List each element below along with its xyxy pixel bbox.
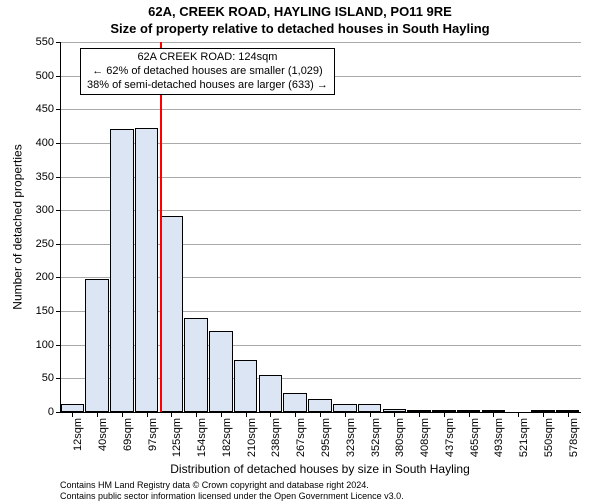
histogram-bar	[358, 404, 382, 412]
histogram-bar	[259, 375, 283, 412]
y-tick-label: 100	[36, 339, 60, 351]
x-tick-mark	[246, 412, 247, 417]
histogram-bar	[333, 404, 357, 412]
x-tick-mark	[270, 412, 271, 417]
y-axis-label: Number of detached properties	[11, 144, 25, 309]
y-tick-label: 50	[42, 372, 60, 384]
annotation-box: 62A CREEK ROAD: 124sqm← 62% of detached …	[80, 48, 335, 95]
x-tick-label: 352sqm	[370, 418, 382, 457]
x-tick-mark	[543, 412, 544, 417]
x-tick-mark	[97, 412, 98, 417]
y-tick-label: 200	[36, 271, 60, 283]
x-tick-label: 125sqm	[171, 418, 183, 457]
x-tick-label: 493sqm	[493, 418, 505, 457]
x-tick-label: 69sqm	[122, 418, 134, 451]
annotation-line: ← 62% of detached houses are smaller (1,…	[87, 65, 328, 79]
gridline	[61, 109, 581, 110]
x-tick-mark	[171, 412, 172, 417]
x-tick-mark	[469, 412, 470, 417]
x-tick-label: 154sqm	[196, 418, 208, 457]
histogram-bar	[85, 279, 109, 412]
x-tick-mark	[147, 412, 148, 417]
x-tick-mark	[493, 412, 494, 417]
chart-title-line1: 62A, CREEK ROAD, HAYLING ISLAND, PO11 9R…	[0, 4, 600, 20]
annotation-line: 38% of semi-detached houses are larger (…	[87, 79, 328, 93]
x-tick-mark	[394, 412, 395, 417]
histogram-bar	[135, 128, 159, 412]
y-tick-label: 250	[36, 238, 60, 250]
footer-line1: Contains HM Land Registry data © Crown c…	[60, 480, 580, 491]
histogram-bar	[308, 399, 332, 412]
x-tick-mark	[295, 412, 296, 417]
y-tick-label: 0	[48, 406, 60, 418]
x-tick-label: 238sqm	[270, 418, 282, 457]
x-tick-mark	[221, 412, 222, 417]
histogram-bar	[160, 216, 184, 412]
gridline	[61, 42, 581, 43]
y-tick-label: 450	[36, 103, 60, 115]
x-tick-label: 521sqm	[518, 418, 530, 457]
x-tick-mark	[345, 412, 346, 417]
chart-container: 62A, CREEK ROAD, HAYLING ISLAND, PO11 9R…	[0, 0, 600, 500]
y-tick-label: 550	[36, 36, 60, 48]
histogram-bar	[110, 129, 134, 412]
y-tick-label: 400	[36, 137, 60, 149]
x-tick-label: 323sqm	[345, 418, 357, 457]
chart-title-line2: Size of property relative to detached ho…	[0, 21, 600, 37]
histogram-bar	[234, 360, 258, 412]
plot-area: 05010015020025030035040045050055012sqm40…	[60, 42, 580, 412]
x-tick-mark	[518, 412, 519, 417]
y-tick-label: 300	[36, 204, 60, 216]
x-tick-mark	[419, 412, 420, 417]
x-tick-mark	[122, 412, 123, 417]
x-tick-label: 40sqm	[97, 418, 109, 451]
x-axis-label: Distribution of detached houses by size …	[60, 462, 580, 476]
x-tick-label: 578sqm	[568, 418, 580, 457]
histogram-bar	[209, 331, 233, 412]
x-tick-mark	[568, 412, 569, 417]
annotation-line: 62A CREEK ROAD: 124sqm	[87, 51, 328, 65]
x-tick-label: 380sqm	[394, 418, 406, 457]
x-tick-label: 210sqm	[246, 418, 258, 457]
histogram-bar	[283, 393, 307, 412]
x-tick-label: 408sqm	[419, 418, 431, 457]
x-tick-label: 465sqm	[469, 418, 481, 457]
y-axis-label-wrap: Number of detached properties	[10, 42, 26, 412]
x-tick-mark	[320, 412, 321, 417]
histogram-bar	[61, 404, 85, 412]
x-tick-label: 97sqm	[147, 418, 159, 451]
x-tick-mark	[370, 412, 371, 417]
y-tick-label: 350	[36, 171, 60, 183]
x-tick-label: 437sqm	[444, 418, 456, 457]
histogram-bar	[184, 318, 208, 412]
x-tick-mark	[196, 412, 197, 417]
x-tick-label: 550sqm	[543, 418, 555, 457]
footer: Contains HM Land Registry data © Crown c…	[60, 480, 580, 502]
x-tick-label: 295sqm	[320, 418, 332, 457]
x-tick-label: 12sqm	[72, 418, 84, 451]
x-tick-mark	[444, 412, 445, 417]
reference-line	[160, 42, 162, 412]
x-tick-label: 267sqm	[295, 418, 307, 457]
x-tick-label: 182sqm	[221, 418, 233, 457]
y-tick-label: 150	[36, 305, 60, 317]
x-tick-mark	[72, 412, 73, 417]
y-tick-label: 500	[36, 70, 60, 82]
